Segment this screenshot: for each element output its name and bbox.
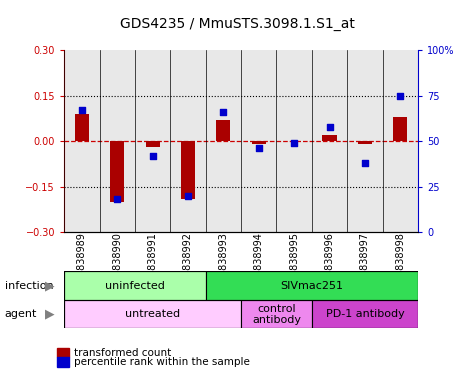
Point <box>397 93 404 99</box>
Bar <box>170 50 206 232</box>
Bar <box>252 141 266 144</box>
Bar <box>64 50 100 232</box>
Bar <box>181 141 195 199</box>
Point <box>255 146 263 152</box>
Point <box>149 153 156 159</box>
Bar <box>75 114 89 141</box>
Bar <box>206 50 241 232</box>
Point <box>290 140 298 146</box>
Bar <box>241 300 312 328</box>
Bar <box>64 271 206 300</box>
Point <box>78 107 86 113</box>
Text: infection: infection <box>5 280 53 291</box>
Bar <box>206 271 418 300</box>
Bar <box>323 135 337 141</box>
Bar <box>241 50 276 232</box>
Text: uninfected: uninfected <box>105 280 165 291</box>
Bar <box>383 50 418 232</box>
Bar <box>312 300 418 328</box>
Text: ▶: ▶ <box>45 279 55 292</box>
Bar <box>358 141 372 144</box>
Text: agent: agent <box>5 309 37 319</box>
Point <box>114 197 121 203</box>
Bar <box>216 120 230 141</box>
Bar <box>276 50 312 232</box>
Text: percentile rank within the sample: percentile rank within the sample <box>74 357 249 367</box>
Text: transformed count: transformed count <box>74 348 171 358</box>
Point <box>184 193 192 199</box>
Text: GDS4235 / MmuSTS.3098.1.S1_at: GDS4235 / MmuSTS.3098.1.S1_at <box>120 17 355 31</box>
Bar <box>99 50 135 232</box>
Bar <box>393 117 408 141</box>
Text: SIVmac251: SIVmac251 <box>280 280 343 291</box>
Bar <box>110 141 124 202</box>
Bar <box>312 50 347 232</box>
Text: PD-1 antibody: PD-1 antibody <box>325 309 404 319</box>
Point <box>326 124 333 130</box>
Point <box>219 109 227 115</box>
Bar <box>64 300 241 328</box>
Bar <box>347 50 383 232</box>
Text: ▶: ▶ <box>45 308 55 321</box>
Text: control
antibody: control antibody <box>252 303 301 325</box>
Point <box>361 160 369 166</box>
Text: untreated: untreated <box>125 309 180 319</box>
Bar <box>145 141 160 147</box>
Bar <box>135 50 171 232</box>
